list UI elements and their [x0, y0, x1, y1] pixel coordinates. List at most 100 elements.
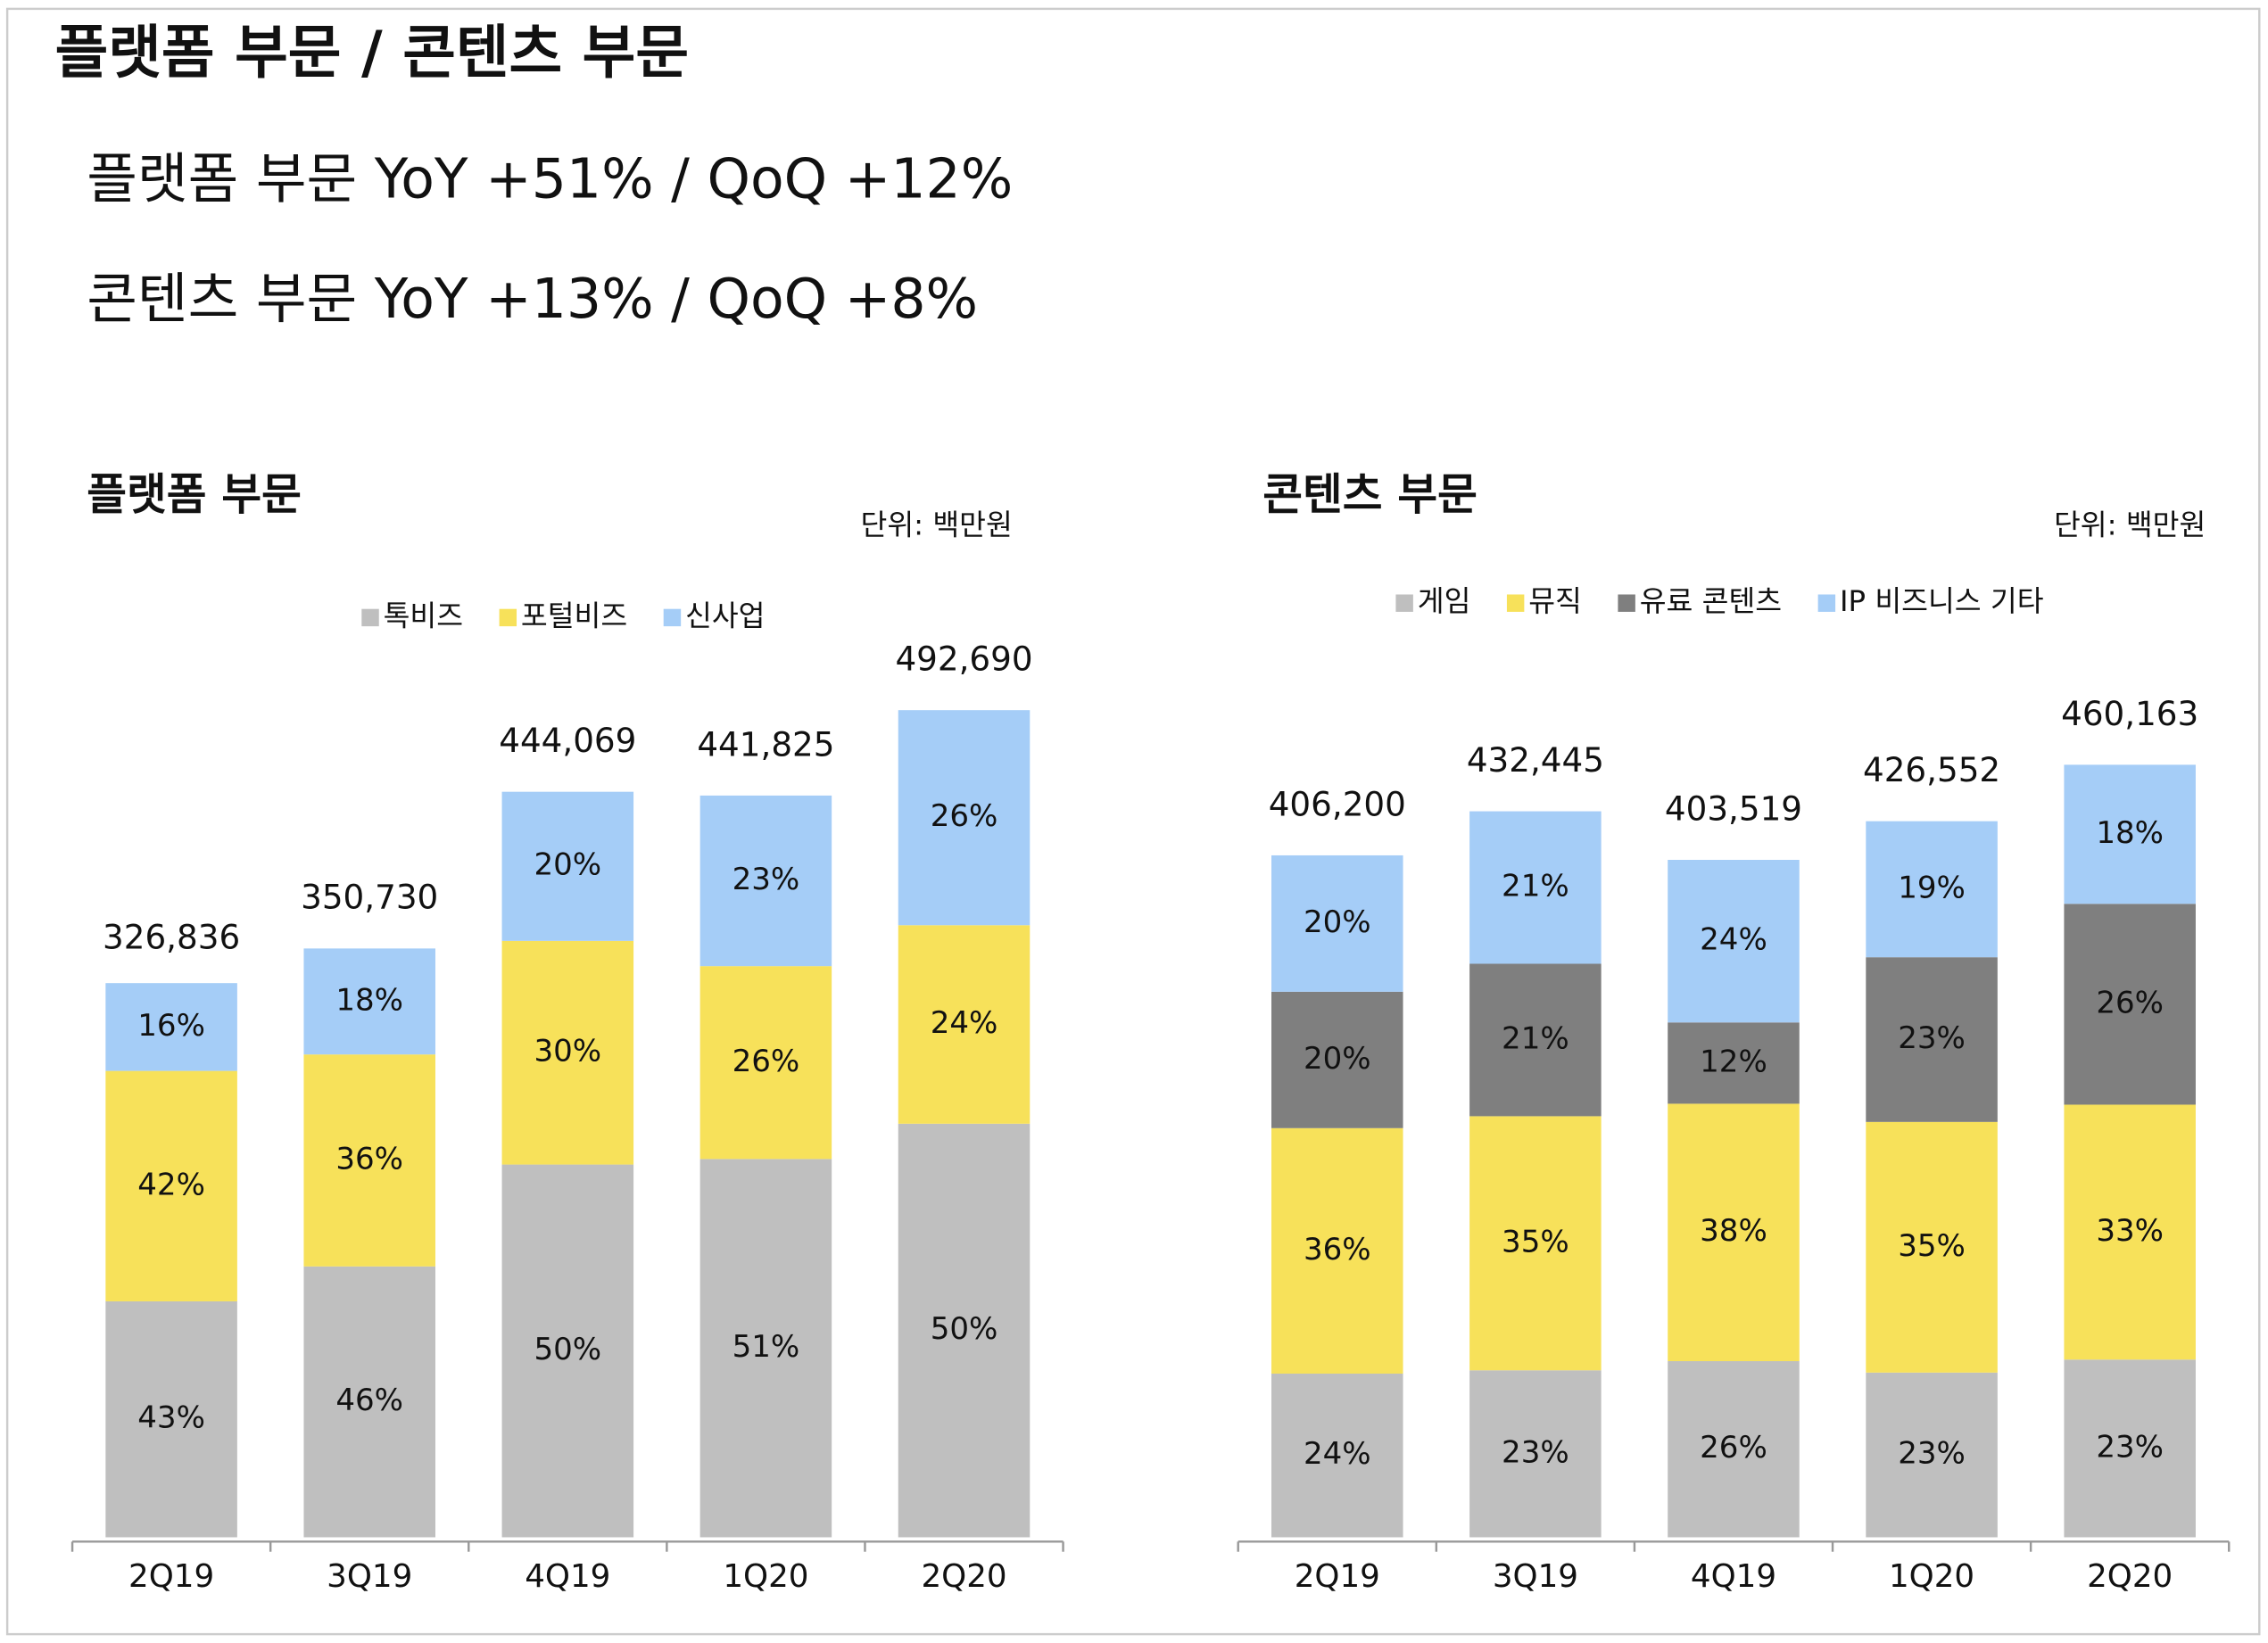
bar-segment: [2064, 1104, 2196, 1360]
segment-label: 42%: [137, 1167, 205, 1202]
bar-segment: [303, 948, 435, 1055]
segment-label: 20%: [1304, 904, 1371, 940]
legend-label: 포털비즈: [521, 599, 627, 632]
segment-label: 24%: [931, 1005, 998, 1041]
bar-segment: [1668, 1022, 1800, 1104]
legend-swatch: [1618, 594, 1635, 612]
segment-label: 43%: [137, 1400, 205, 1436]
bar-segment: [1469, 1370, 1602, 1538]
x-tick-label: 1Q20: [723, 1558, 808, 1595]
total-label: 426,552: [1863, 750, 2000, 789]
bar-segment: [1469, 963, 1602, 1117]
segment-label: 26%: [931, 798, 998, 834]
legend-label: 뮤직: [1528, 584, 1582, 618]
segment-label: 26%: [1700, 1430, 1767, 1465]
x-tick-label: 1Q20: [1889, 1558, 1974, 1595]
bar-segment: [1469, 1116, 1602, 1371]
unit-label: 단위: 백만원: [2054, 508, 2206, 541]
segment-label: 50%: [931, 1311, 998, 1347]
segment-label: 18%: [335, 982, 403, 1018]
segment-label: 20%: [534, 847, 601, 883]
x-tick-label: 3Q19: [327, 1558, 412, 1595]
x-tick-label: 2Q19: [128, 1558, 214, 1595]
segment-label: 30%: [534, 1034, 601, 1069]
summary-line: 콘텐츠 부문 YoY +13% / QoQ +8%: [87, 267, 978, 331]
bar-segment: [1668, 1361, 1800, 1538]
x-tick-label: 2Q20: [2087, 1558, 2173, 1595]
total-label: 492,690: [895, 640, 1032, 679]
segment-label: 23%: [733, 862, 800, 897]
legend-label: IP 비즈니스 기타: [1840, 584, 2044, 618]
segment-label: 20%: [1304, 1041, 1371, 1077]
bar-segment: [699, 966, 832, 1160]
bar-segment: [1271, 991, 1403, 1128]
bar-segment: [1271, 855, 1403, 992]
bar-segment: [1866, 1121, 1998, 1373]
segment-label: 24%: [1700, 922, 1767, 958]
segment-label: 23%: [2096, 1429, 2164, 1465]
bar-segment: [699, 795, 832, 967]
bar-segment: [105, 1300, 237, 1538]
total-label: 406,200: [1269, 784, 1406, 823]
segment-label: 26%: [733, 1044, 800, 1079]
segment-label: 23%: [1898, 1020, 1966, 1056]
bar-segment: [898, 925, 1031, 1124]
bar-segment: [303, 1266, 435, 1538]
segment-label: 26%: [2096, 985, 2164, 1020]
segment-label: 21%: [1502, 1020, 1569, 1056]
segment-label: 51%: [733, 1329, 800, 1365]
bar-segment: [2064, 764, 2196, 904]
chart-title: 플랫폼 부문: [87, 470, 302, 520]
total-label: 326,836: [103, 918, 240, 957]
bar-segment: [105, 983, 237, 1071]
legend-swatch: [499, 608, 517, 627]
segment-label: 16%: [137, 1008, 205, 1044]
bar-segment: [2064, 1359, 2196, 1538]
total-label: 444,069: [499, 721, 636, 760]
segment-label: 33%: [2096, 1213, 2164, 1249]
legend-label: 톡비즈: [384, 599, 463, 632]
legend-swatch: [663, 608, 682, 627]
bar-segment: [1668, 860, 1800, 1023]
legend-swatch: [1395, 594, 1413, 612]
bar-segment: [1866, 1372, 1998, 1538]
segment-label: 36%: [1304, 1232, 1371, 1267]
x-tick-label: 4Q19: [525, 1558, 610, 1595]
segment-label: 12%: [1700, 1044, 1767, 1079]
legend-swatch: [1506, 594, 1525, 612]
segment-label: 35%: [1502, 1224, 1569, 1259]
bar-segment: [1866, 957, 1998, 1122]
total-label: 441,825: [697, 724, 834, 764]
bar-segment: [898, 1123, 1031, 1538]
x-tick-label: 2Q20: [921, 1558, 1006, 1595]
slide-title: 플랫폼 부문 / 콘텐츠 부문: [55, 20, 689, 87]
bar-segment: [303, 1054, 435, 1267]
chart-title: 콘텐츠 부문: [1262, 470, 1478, 520]
segment-label: 23%: [1898, 1436, 1966, 1472]
bar-segment: [1271, 1373, 1403, 1538]
segment-label: 19%: [1898, 870, 1966, 905]
bar-segment: [1469, 811, 1602, 964]
segment-label: 35%: [1898, 1228, 1966, 1264]
legend-label: 게임: [1418, 584, 1471, 618]
x-tick-label: 4Q19: [1691, 1558, 1776, 1595]
bar-segment: [105, 1070, 237, 1301]
legend-swatch: [361, 608, 379, 627]
legend-swatch: [1817, 594, 1836, 612]
total-label: 432,445: [1467, 740, 1604, 780]
segment-label: 46%: [335, 1383, 403, 1418]
segment-label: 50%: [534, 1332, 601, 1367]
bar-segment: [1866, 821, 1998, 958]
x-tick-label: 3Q19: [1493, 1558, 1578, 1595]
bar-segment: [699, 1159, 832, 1538]
segment-label: 24%: [1304, 1436, 1371, 1472]
legend-label: 유료 콘텐츠: [1640, 584, 1782, 618]
total-label: 460,163: [2061, 694, 2198, 733]
total-label: 350,730: [301, 878, 438, 917]
segment-label: 36%: [335, 1142, 403, 1177]
bar-segment: [2064, 904, 2196, 1105]
segment-label: 18%: [2096, 815, 2164, 851]
bar-segment: [898, 710, 1031, 926]
